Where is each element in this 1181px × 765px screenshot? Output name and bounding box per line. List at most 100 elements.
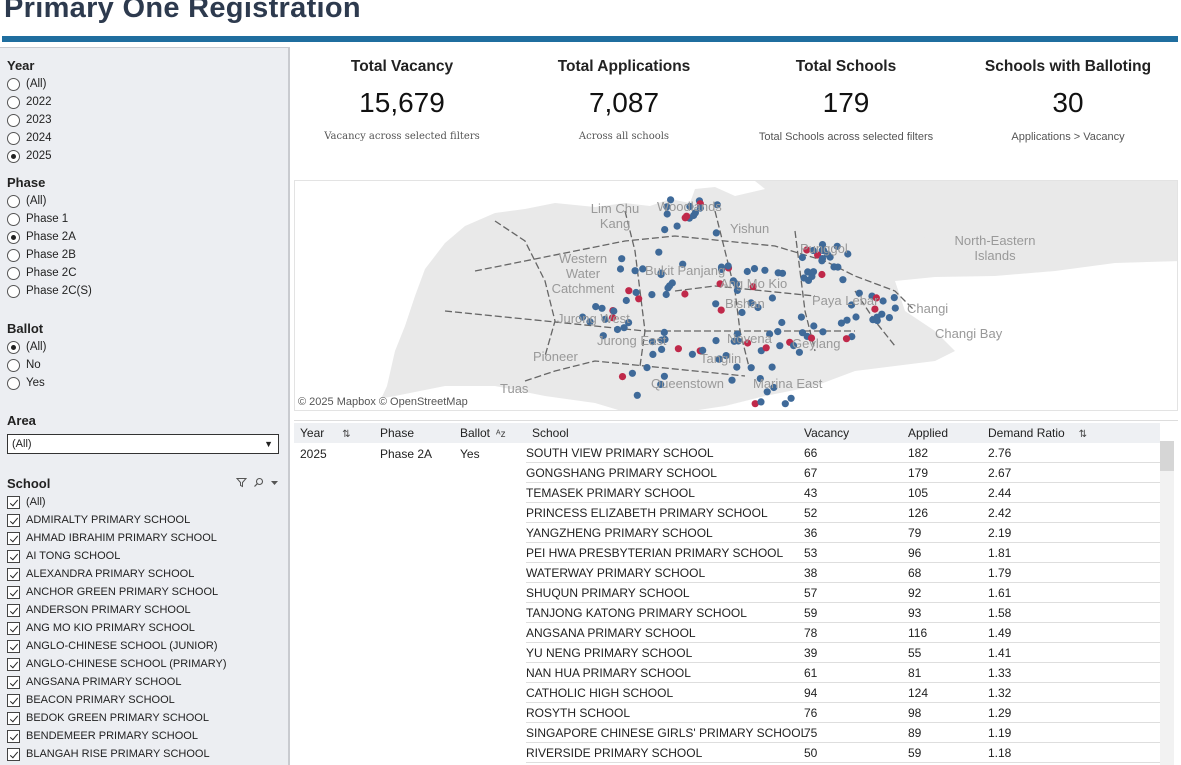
school-point-ballot[interactable] bbox=[807, 334, 816, 342]
school-point[interactable] bbox=[847, 301, 856, 309]
school-point[interactable] bbox=[601, 315, 609, 323]
chevron-down-icon[interactable] bbox=[270, 477, 279, 491]
school-point[interactable] bbox=[885, 314, 894, 322]
checkbox[interactable] bbox=[7, 495, 20, 509]
school-point[interactable] bbox=[757, 398, 765, 406]
school-point[interactable] bbox=[648, 338, 656, 346]
school-option[interactable]: BENDEMEER PRIMARY SCHOOL bbox=[7, 727, 281, 745]
school-point[interactable] bbox=[728, 376, 736, 384]
school-point[interactable] bbox=[733, 286, 741, 294]
school-point[interactable] bbox=[657, 270, 665, 279]
school-point[interactable] bbox=[761, 266, 769, 274]
school-point[interactable] bbox=[756, 375, 764, 383]
school-point-ballot[interactable] bbox=[681, 214, 689, 222]
school-point[interactable] bbox=[673, 222, 681, 230]
school-point[interactable] bbox=[766, 330, 774, 338]
sort-icon[interactable]: ⇅ bbox=[342, 429, 351, 440]
radio-button[interactable] bbox=[7, 113, 20, 127]
school-point[interactable] bbox=[774, 328, 782, 336]
school-option[interactable]: ANGSANA PRIMARY SCHOOL bbox=[7, 673, 281, 691]
radio-button[interactable] bbox=[7, 266, 20, 280]
school-point[interactable] bbox=[686, 202, 694, 211]
checkbox[interactable] bbox=[7, 675, 20, 689]
checkbox[interactable] bbox=[7, 693, 20, 707]
school-map[interactable]: Lim Chu Kang Woodlands Yishun Punggol North-… bbox=[294, 180, 1178, 411]
search-icon[interactable] bbox=[253, 477, 264, 491]
school-point-ballot[interactable] bbox=[674, 345, 682, 353]
school-option[interactable]: ANGLO-CHINESE SCHOOL (PRIMARY) bbox=[7, 655, 281, 673]
column-header-school[interactable]: School bbox=[532, 426, 569, 440]
radio-button[interactable] bbox=[7, 212, 20, 226]
radio-button[interactable] bbox=[7, 131, 20, 145]
phase-option-phase-2c[interactable]: Phase 2C bbox=[7, 264, 92, 282]
school-point[interactable] bbox=[712, 337, 720, 345]
school-point[interactable] bbox=[660, 372, 668, 380]
school-point-ballot[interactable] bbox=[625, 287, 633, 295]
school-point[interactable] bbox=[890, 294, 898, 302]
school-point[interactable] bbox=[722, 352, 730, 360]
school-point-ballot[interactable] bbox=[681, 290, 689, 298]
checkbox[interactable] bbox=[7, 639, 20, 653]
school-point[interactable] bbox=[662, 290, 670, 299]
area-dropdown[interactable]: (All) ▼ bbox=[7, 434, 279, 454]
school-point[interactable] bbox=[768, 294, 776, 302]
school-point[interactable] bbox=[679, 260, 687, 268]
school-point-ballot[interactable] bbox=[751, 400, 759, 408]
table-row[interactable]: RIVERSIDE PRIMARY SCHOOL 50 59 1.18 bbox=[526, 743, 1160, 763]
school-point[interactable] bbox=[768, 363, 776, 371]
table-row[interactable]: TEMASEK PRIMARY SCHOOL 43 105 2.44 bbox=[526, 483, 1160, 503]
school-point[interactable] bbox=[620, 324, 628, 332]
school-point-ballot[interactable] bbox=[749, 283, 757, 291]
checkbox[interactable] bbox=[7, 567, 20, 581]
year-option-2022[interactable]: 2022 bbox=[7, 93, 52, 111]
phase-option-phase-1[interactable]: Phase 1 bbox=[7, 210, 92, 228]
school-point[interactable] bbox=[733, 330, 741, 338]
school-point-ballot[interactable] bbox=[871, 305, 879, 313]
school-point[interactable] bbox=[661, 226, 669, 234]
school-point[interactable] bbox=[778, 318, 786, 327]
column-header-phase[interactable]: Phase bbox=[380, 426, 415, 440]
school-point[interactable] bbox=[631, 267, 639, 275]
column-header-applied[interactable]: Applied bbox=[908, 426, 949, 440]
table-row[interactable]: YANGZHENG PRIMARY SCHOOL 36 79 2.19 bbox=[526, 523, 1160, 543]
school-point[interactable] bbox=[622, 296, 630, 305]
school-point[interactable] bbox=[818, 241, 827, 249]
table-row[interactable]: ROSYTH SCHOOL 76 98 1.29 bbox=[526, 703, 1160, 723]
school-point[interactable] bbox=[732, 280, 740, 288]
school-option[interactable]: ANG MO KIO PRIMARY SCHOOL bbox=[7, 619, 281, 637]
school-point[interactable] bbox=[699, 346, 707, 354]
school-point[interactable] bbox=[747, 299, 755, 307]
school-point[interactable] bbox=[667, 196, 675, 204]
school-point[interactable] bbox=[873, 317, 881, 325]
school-point[interactable] bbox=[855, 289, 863, 297]
radio-button[interactable] bbox=[7, 376, 20, 390]
school-option[interactable]: BEDOK GREEN PRIMARY SCHOOL bbox=[7, 709, 281, 727]
school-point[interactable] bbox=[830, 263, 838, 271]
column-header-vacancy[interactable]: Vacancy bbox=[804, 426, 850, 440]
school-option[interactable]: BEACON PRIMARY SCHOOL bbox=[7, 691, 281, 709]
radio-button[interactable] bbox=[7, 358, 20, 372]
sort-icon[interactable]: ⇅ bbox=[1078, 429, 1088, 440]
school-option[interactable]: AHMAD IBRAHIM PRIMARY SCHOOL bbox=[7, 529, 281, 547]
school-point[interactable] bbox=[632, 288, 640, 297]
table-row[interactable]: ANGSANA PRIMARY SCHOOL 78 116 1.49 bbox=[526, 623, 1160, 643]
school-option[interactable]: ADMIRALTY PRIMARY SCHOOL bbox=[7, 511, 281, 529]
school-point[interactable] bbox=[586, 318, 594, 326]
school-point[interactable] bbox=[599, 332, 607, 340]
school-point[interactable] bbox=[625, 319, 633, 327]
school-point[interactable] bbox=[655, 248, 663, 256]
ballot-option-yes[interactable]: Yes bbox=[7, 374, 46, 392]
school-point[interactable] bbox=[663, 210, 671, 218]
school-point[interactable] bbox=[844, 250, 852, 258]
year-option-all[interactable]: (All) bbox=[7, 75, 52, 93]
phase-option-phase-2b[interactable]: Phase 2B bbox=[7, 246, 92, 264]
school-point[interactable] bbox=[795, 348, 803, 356]
school-point[interactable] bbox=[715, 355, 723, 363]
school-point[interactable] bbox=[833, 242, 841, 250]
school-point[interactable] bbox=[724, 262, 732, 270]
school-point-ballot[interactable] bbox=[744, 339, 752, 347]
radio-button[interactable] bbox=[7, 77, 20, 91]
radio-button[interactable] bbox=[7, 95, 20, 109]
school-option[interactable]: BLANGAH RISE PRIMARY SCHOOL bbox=[7, 745, 281, 763]
school-point[interactable] bbox=[649, 350, 657, 358]
